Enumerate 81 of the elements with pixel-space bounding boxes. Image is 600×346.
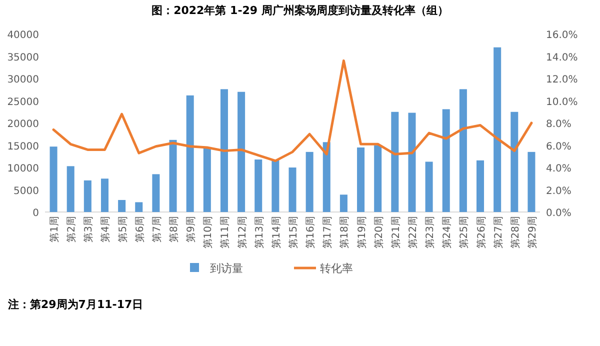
bar — [425, 162, 433, 212]
y-tick-label: 5000 — [14, 186, 39, 197]
y2-tick-label: 0.0% — [546, 208, 572, 219]
bar — [510, 112, 518, 212]
x-tick-label: 第23周 — [424, 216, 436, 249]
x-tick-label: 第29周 — [526, 216, 538, 249]
x-tick-label: 第21周 — [390, 216, 402, 249]
x-tick-label: 第3周 — [82, 216, 95, 242]
y-tick-label: 20000 — [7, 119, 39, 130]
bar — [408, 112, 416, 212]
x-tick-label: 第24周 — [441, 216, 454, 249]
y-tick-label: 15000 — [7, 141, 39, 152]
x-tick-label: 第2周 — [66, 216, 78, 242]
y2-tick-label: 4.0% — [546, 164, 572, 174]
legend-label: 转化率 — [320, 262, 353, 275]
bar — [203, 148, 211, 212]
bar — [254, 159, 262, 212]
bar — [135, 202, 143, 212]
x-tick-label: 第15周 — [288, 216, 300, 249]
x-tick-label: 第28周 — [509, 216, 522, 249]
bar — [306, 152, 314, 212]
x-tick-label: 第10周 — [202, 216, 214, 249]
x-tick-label: 第20周 — [372, 216, 385, 249]
x-tick-label: 第13周 — [253, 216, 266, 249]
x-tick-label: 第4周 — [100, 216, 112, 242]
bar — [322, 142, 330, 212]
x-tick-label: 第7周 — [150, 216, 163, 242]
line-series — [52, 59, 533, 162]
bar — [340, 194, 348, 212]
bar — [288, 168, 296, 212]
x-tick-label: 第16周 — [304, 216, 317, 249]
x-tick-label: 第9周 — [185, 216, 198, 242]
y2-tick-label: 16.0% — [546, 30, 578, 41]
bar — [186, 95, 194, 212]
x-tick-label: 第26周 — [475, 216, 488, 249]
text: 注：第29周为7月11-17日 — [7, 298, 144, 311]
y-tick-label: 40000 — [7, 30, 39, 41]
x-tick-label: 第18周 — [338, 216, 351, 249]
x-tick-label: 第14周 — [270, 216, 282, 249]
bar — [374, 145, 382, 212]
y-tick-label: 35000 — [7, 52, 39, 64]
y-tick-label: 10000 — [7, 164, 39, 174]
x-tick-label: 第19周 — [356, 216, 368, 249]
x-tick-label: 第5周 — [116, 216, 129, 242]
bar — [476, 160, 484, 212]
x-tick-label: 第25周 — [458, 216, 470, 249]
bar — [528, 152, 536, 212]
bar — [100, 178, 108, 212]
y2-tick-label: 2.0% — [546, 186, 572, 197]
bar — [459, 89, 467, 212]
bar — [152, 174, 160, 212]
bar — [84, 180, 92, 212]
chart-title: 图：2022年第 1-29 周广州案场周度到访量及转化率（组） — [152, 4, 448, 17]
bar — [494, 47, 502, 212]
x-tick-label: 第1周 — [48, 216, 61, 242]
y-tick-label: 25000 — [7, 96, 39, 108]
x-tick-label: 第8周 — [168, 216, 180, 242]
y-tick-label: 0 — [32, 208, 39, 219]
bar — [391, 112, 399, 212]
bar — [238, 92, 246, 212]
y-tick-label: 30000 — [7, 74, 39, 86]
x-tick-label: 第17周 — [322, 216, 334, 249]
bar — [442, 109, 450, 212]
x-tick-label: 第22周 — [406, 216, 419, 249]
y2-tick-label: 12.0% — [546, 74, 578, 86]
legend-label: 到访量 — [210, 262, 243, 275]
bar — [272, 159, 280, 212]
bar — [118, 200, 126, 212]
bar — [357, 147, 365, 212]
bar — [66, 166, 74, 212]
x-tick-label: 第27周 — [492, 216, 504, 249]
y2-tick-label: 14.0% — [546, 52, 578, 64]
y2-tick-label: 8.0% — [546, 119, 572, 130]
bar — [220, 89, 228, 212]
y2-tick-label: 10.0% — [546, 96, 578, 108]
x-tick-label: 第6周 — [134, 216, 146, 242]
y2-tick-label: 6.0% — [546, 141, 572, 152]
x-tick-label: 第12周 — [236, 216, 248, 249]
x-tick-label: 第11周 — [219, 216, 232, 249]
bar — [50, 146, 58, 212]
bar — [169, 140, 177, 212]
